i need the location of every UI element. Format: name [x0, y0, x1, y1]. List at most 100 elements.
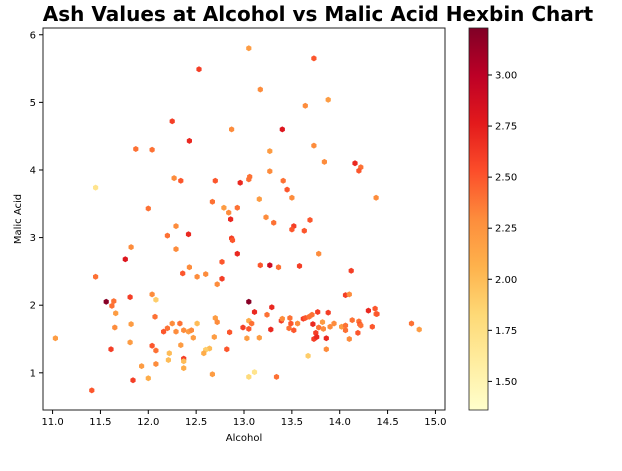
- hexbin-cell: [291, 327, 297, 334]
- colorbar: [468, 27, 489, 411]
- hexbin-cell: [268, 326, 274, 333]
- hexbin-cell: [288, 320, 294, 327]
- hexbin-cell: [103, 298, 109, 305]
- hexbin-cell: [246, 176, 252, 183]
- hexbin-cell: [108, 346, 114, 353]
- x-axis-label: Alcohol: [226, 433, 262, 444]
- y-axis: 1 2 3 4 5 6: [30, 30, 43, 379]
- hexbin-cell: [153, 296, 159, 303]
- hexbin-cell: [301, 227, 307, 234]
- hexbin-cell: [161, 328, 167, 335]
- hexbin-cell: [89, 387, 95, 394]
- hexbin-cell: [139, 363, 145, 370]
- colorbar-tick-label: 2.75: [495, 122, 517, 133]
- hexbin-cell: [128, 244, 134, 251]
- hexbin-cell: [267, 148, 273, 155]
- hexbin-cell: [374, 311, 380, 317]
- hexbin-cell: [310, 321, 316, 328]
- hexbin-cell: [224, 346, 230, 353]
- hexbin-cell: [169, 320, 175, 327]
- hexbin-cell: [164, 232, 170, 239]
- chart-title: Ash Values at Alcohol vs Malic Acid Hexb…: [43, 2, 594, 26]
- hexbin-cell: [275, 264, 282, 271]
- hexbin-cell: [342, 327, 349, 334]
- hexbin-cell: [246, 373, 252, 380]
- hexbin-cell: [323, 346, 329, 353]
- hexbin-cell: [166, 350, 172, 357]
- hexbin-cell: [221, 204, 227, 211]
- colorbar-tick-label: 2.25: [495, 224, 517, 235]
- x-tick-label: 15.0: [424, 417, 446, 428]
- hexbin-cell: [323, 335, 329, 342]
- hexbin-cell: [171, 175, 177, 182]
- colorbar-tick-label: 2.00: [495, 275, 517, 286]
- hexbin-cell: [316, 250, 322, 257]
- hexbin-cell: [194, 320, 200, 327]
- hexbin-cell: [169, 118, 175, 125]
- hexbin-cell: [311, 55, 317, 62]
- hexbin-cell: [112, 324, 118, 331]
- hexbin-cell: [346, 336, 352, 342]
- x-tick-label: 14.5: [376, 417, 398, 428]
- hexbin-cell: [237, 179, 243, 186]
- x-tick-label: 11.0: [41, 417, 63, 428]
- hexbin-cell: [133, 146, 139, 152]
- hexbin-cell: [287, 315, 293, 321]
- points-layer: [52, 45, 422, 394]
- colorbar-axis: 1.50 1.75 2.00 2.25 2.50 2.75 3.00: [488, 70, 517, 388]
- hexbin-cell: [349, 317, 355, 324]
- hexbin-cell: [145, 375, 151, 382]
- hexbin-cell: [127, 294, 133, 301]
- hexbin-cell: [93, 273, 99, 280]
- hexbin-cell: [228, 216, 234, 223]
- hexbin-cell: [214, 319, 220, 326]
- x-tick-label: 12.0: [137, 417, 159, 428]
- hexbin-cell: [128, 321, 134, 328]
- hexbin-cell: [209, 371, 215, 378]
- hexbin-cell: [113, 310, 119, 317]
- hexbin-cell: [229, 237, 236, 244]
- hexbin-cell: [295, 320, 301, 327]
- hexbin-cell: [209, 198, 215, 205]
- hexbin-cell: [348, 267, 354, 274]
- hexbin-cell: [211, 334, 217, 340]
- colorbar-tick-label: 2.50: [495, 173, 517, 184]
- hexbin-cell: [365, 307, 371, 314]
- hexbin-cell: [271, 219, 277, 226]
- hexbin-cell: [234, 250, 240, 257]
- hexbin-cell: [246, 45, 252, 52]
- colorbar-tick-label: 3.00: [495, 70, 517, 81]
- hexbin-cell: [153, 347, 159, 354]
- hexbin-cell: [178, 177, 184, 184]
- hexbin-cell: [149, 146, 155, 153]
- hexbin-cell: [289, 194, 295, 201]
- hexbin-cell: [196, 66, 202, 73]
- hexbin-cell: [325, 96, 331, 103]
- hexbin-cell: [249, 320, 255, 327]
- hexbin-cell: [305, 352, 311, 359]
- hexbin-cell: [325, 309, 331, 316]
- hexbin-cell: [246, 298, 252, 305]
- hexbin-cell: [111, 298, 117, 305]
- hexbin-cell: [219, 258, 225, 265]
- hexbin-cell: [373, 194, 379, 201]
- hexbin-cell: [130, 377, 136, 384]
- hexbin-cell: [346, 291, 352, 298]
- x-tick-label: 13.0: [233, 417, 255, 428]
- hexbin-cell: [203, 271, 209, 278]
- hexbin-cell: [181, 358, 187, 365]
- hexbin-cell: [355, 329, 361, 336]
- hexbin-cell: [356, 167, 362, 174]
- hexbin-cell: [181, 327, 187, 334]
- hexbin-cell: [194, 273, 200, 280]
- hexbin-cell: [93, 184, 99, 191]
- hexbin-cell: [212, 177, 218, 184]
- hexbin-cell: [186, 264, 192, 271]
- hexbin-cell: [311, 142, 317, 149]
- hexbin-cell: [180, 270, 186, 277]
- y-tick-label: 2: [30, 301, 36, 312]
- hexbin-cell: [165, 357, 171, 363]
- hexbin-cell: [227, 329, 233, 336]
- hexbin-cell: [286, 325, 292, 332]
- hexbin-cell: [408, 320, 415, 327]
